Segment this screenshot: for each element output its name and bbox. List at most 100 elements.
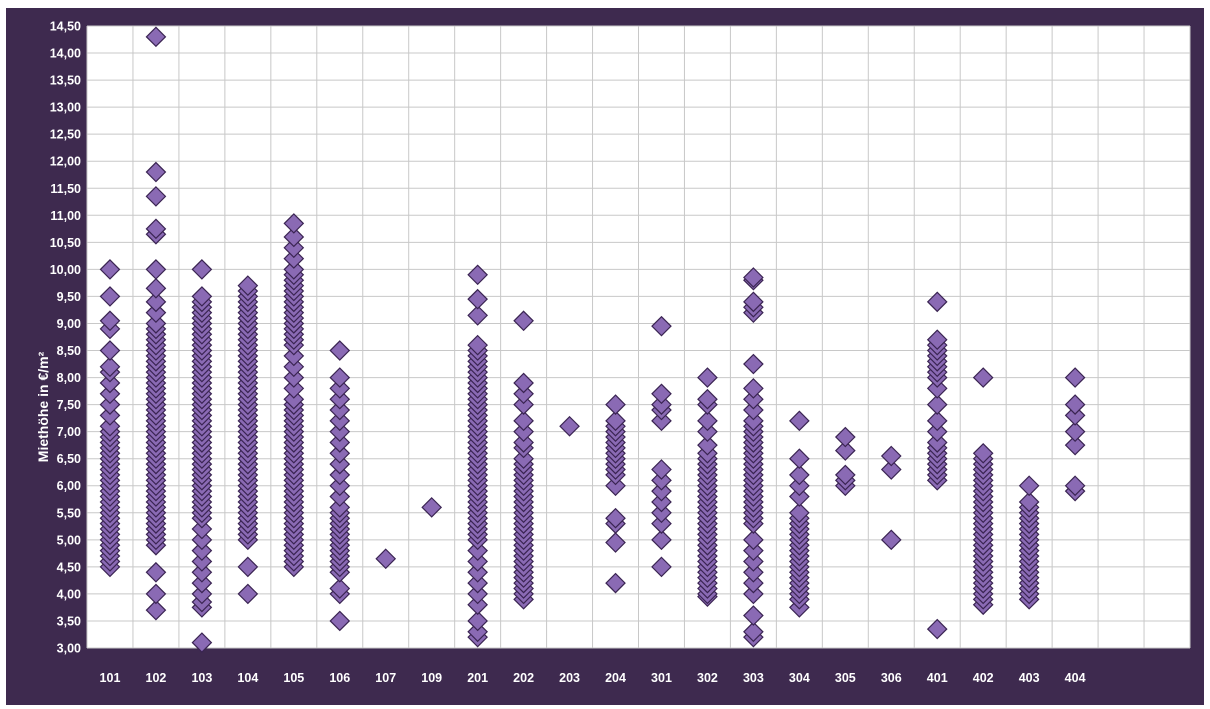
y-tick-label: 11,50 [50,182,81,196]
data-point-102 [145,302,167,324]
data-point-401 [926,291,948,313]
data-markers [99,26,1086,653]
y-tick-label: 9,50 [57,290,81,304]
data-point-204 [605,475,626,497]
data-point-103 [191,529,213,551]
data-point-103 [191,518,213,540]
data-point-304 [789,475,810,497]
data-point-303 [743,410,764,432]
data-point-201 [467,334,488,356]
data-point-305 [834,464,856,486]
data-point-103 [191,286,213,307]
data-point-103 [191,572,213,594]
data-point-401 [926,618,948,640]
x-tick-label: 303 [743,671,764,685]
data-point-303 [743,529,764,551]
data-point-303 [743,583,764,605]
data-point-301 [651,469,672,491]
data-point-302 [697,367,718,388]
data-point-106 [329,453,351,475]
data-point-401 [926,394,948,415]
data-point-101 [99,259,121,280]
data-point-105 [283,259,305,280]
data-point-105 [283,356,305,378]
data-point-301 [651,383,672,405]
data-point-105 [283,378,305,399]
data-point-301 [651,394,672,415]
data-point-104 [237,583,259,605]
data-point-401 [926,378,948,399]
data-point-106 [329,378,351,399]
data-point-304 [789,448,810,470]
x-tick-label: 101 [100,671,121,685]
x-tick-label: 403 [1019,671,1040,685]
data-point-402 [972,367,994,388]
data-point-104 [237,556,259,578]
data-point-303 [743,353,764,375]
data-point-201 [467,305,488,326]
data-point-301 [651,502,672,524]
data-point-201 [467,540,488,561]
data-point-303 [743,291,764,313]
data-point-303 [743,399,764,421]
data-point-404 [1064,434,1086,456]
x-tick-label: 304 [789,671,810,685]
data-point-304 [789,502,810,524]
data-point-306 [880,459,902,480]
data-point-201 [467,288,488,310]
data-point-404 [1064,405,1086,426]
data-point-101 [99,286,121,307]
data-point-302 [697,388,718,410]
data-point-106 [329,486,351,507]
data-point-103 [191,551,213,572]
data-point-404 [1064,475,1086,497]
data-point-202 [513,394,534,415]
data-point-204 [605,507,626,529]
data-point-106 [329,442,351,464]
x-tick-label: 106 [329,671,350,685]
y-tick-label: 10,00 [50,263,81,277]
data-point-104 [237,275,259,296]
x-tick-label: 402 [973,671,994,685]
y-tick-label: 12,50 [50,128,81,142]
y-tick-label: 7,00 [57,425,81,439]
y-tick-label: 4,00 [57,587,81,601]
y-tick-label: 6,00 [57,479,81,493]
data-point-401 [926,329,948,351]
data-point-106 [329,497,351,518]
y-tick-label: 13,50 [50,74,81,88]
y-tick-label: 3,00 [57,642,81,656]
data-point-204 [605,532,626,553]
data-point-304 [789,464,810,486]
data-point-106 [329,340,351,361]
data-point-107 [375,548,397,570]
data-point-105 [283,237,305,259]
data-point-201 [467,561,488,583]
data-point-303 [743,540,764,561]
x-tick-label: 103 [191,671,212,685]
y-tick-label: 7,50 [57,398,81,412]
y-tick-label: 14,50 [50,20,81,34]
data-point-106 [329,432,351,453]
data-point-102 [145,218,167,240]
x-tick-labels: 101 102 103 104 105 106 107 109 201 202 203 204 301 3… [100,671,1086,685]
data-point-201 [467,583,488,605]
data-point-306 [880,445,902,467]
data-point-302 [697,434,718,456]
data-point-103 [191,561,213,583]
data-point-303 [743,388,764,410]
data-point-106 [329,388,351,410]
x-tick-label: 305 [835,671,856,685]
data-point-102 [145,561,167,583]
y-tick-label: 9,00 [57,317,81,331]
data-point-103 [191,259,213,280]
data-point-101 [99,394,121,415]
data-point-102 [145,161,167,183]
data-point-106 [329,464,351,486]
data-point-204 [605,394,626,415]
y-tick-label: 8,00 [57,371,81,385]
x-tick-label: 102 [146,671,167,685]
data-point-305 [834,426,856,448]
data-point-106 [329,367,351,388]
